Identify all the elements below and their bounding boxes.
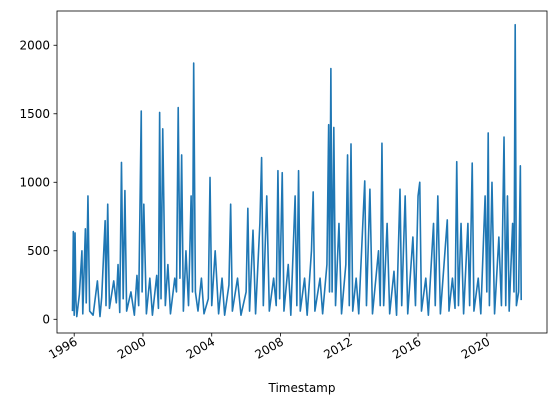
y-tick-label: 500: [27, 244, 50, 258]
axes-frame: [56, 10, 548, 334]
axes: [56, 10, 548, 334]
y-tick-label: 1000: [19, 175, 50, 189]
y-tick-label: 0: [42, 312, 50, 326]
series-line-0: [71, 23, 523, 318]
x-axis-title: Timestamp: [268, 381, 336, 395]
y-tick-label: 1500: [19, 107, 50, 121]
plot-area: [71, 23, 523, 318]
y-tick-label: 2000: [19, 38, 50, 52]
